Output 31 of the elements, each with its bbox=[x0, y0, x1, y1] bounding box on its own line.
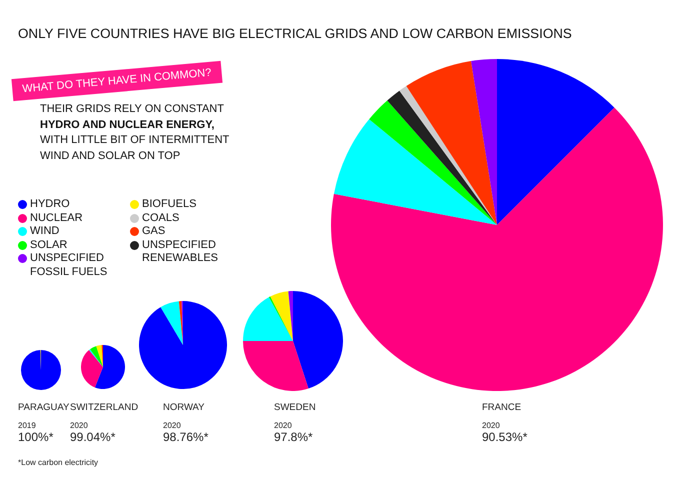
text: *Low carbon electricity bbox=[18, 458, 98, 467]
text: SWITZERLAND bbox=[70, 402, 138, 413]
legend-label: GAS bbox=[142, 225, 166, 239]
legend-label: HYDRO bbox=[30, 198, 70, 212]
text: THEIR GRIDS RELY ON CONSTANT bbox=[40, 102, 225, 117]
legend-label: UNSPECIFIED FOSSIL FUELS bbox=[30, 252, 108, 280]
text: 98.76%* bbox=[163, 430, 208, 444]
text: NORWAY bbox=[163, 402, 206, 413]
text: HYDRO AND NUCLEAR ENERGY, bbox=[40, 118, 216, 132]
text: SWEDEN bbox=[274, 402, 316, 413]
legend-label: SOLAR bbox=[30, 238, 68, 252]
text: 90.53%* bbox=[482, 430, 528, 444]
legend-label: WIND bbox=[30, 225, 60, 239]
text: WITH LITTLE BIT OF INTERMITTENT bbox=[40, 133, 230, 148]
text: FRANCE bbox=[482, 402, 522, 413]
text: WIND AND SOLAR ON TOP bbox=[40, 148, 182, 164]
text: 2019 bbox=[18, 421, 37, 430]
text: 97.8%* bbox=[274, 430, 314, 444]
legend-label: COALS bbox=[142, 212, 180, 226]
text: 100%* bbox=[18, 430, 54, 444]
text: WHAT DO THEY HAVE IN COMMON? bbox=[11, 60, 222, 102]
text: PARAGUAY bbox=[18, 402, 70, 413]
text: 2020 bbox=[163, 421, 182, 430]
text: ONLY FIVE COUNTRIES HAVE BIG ELECTRICAL GRIDS AND LOW CARBON EMISSIONS bbox=[18, 26, 572, 41]
legend-label: UNSPECIFIED RENEWABLES bbox=[142, 238, 220, 266]
legend-label: BIOFUELS bbox=[142, 198, 196, 212]
legend-label: NUCLEAR bbox=[30, 212, 83, 226]
text: 2020 bbox=[482, 421, 501, 430]
text: 2020 bbox=[70, 421, 89, 430]
text: 2020 bbox=[274, 421, 293, 430]
text: 99.04%* bbox=[70, 430, 116, 444]
